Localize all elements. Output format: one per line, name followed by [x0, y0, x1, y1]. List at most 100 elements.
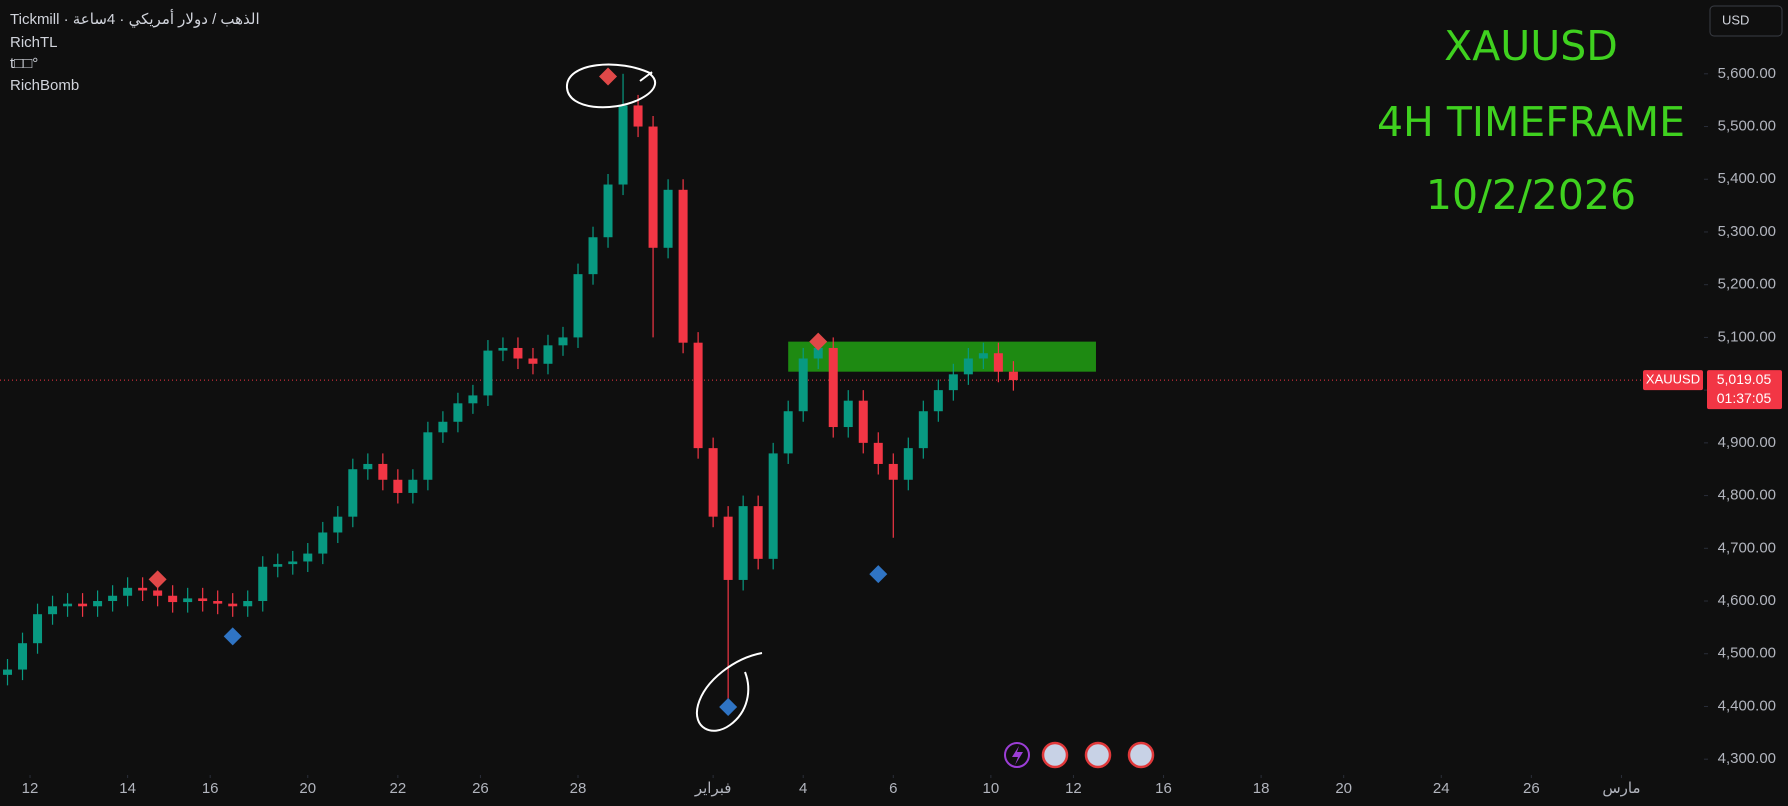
y-tick-label: 5,500.00 — [1718, 117, 1776, 134]
candle-body — [918, 411, 928, 449]
x-tick-label: 12 — [1065, 780, 1082, 797]
candle-body — [603, 184, 613, 238]
candle-body — [408, 479, 418, 493]
candle-body — [783, 411, 793, 454]
candle-body — [543, 345, 553, 364]
x-tick-label: 10 — [983, 780, 1000, 797]
candle-body — [948, 374, 958, 391]
candle-body — [753, 506, 763, 559]
candle-body — [798, 358, 808, 412]
event-icons[interactable] — [1004, 741, 1155, 769]
candle-body — [873, 442, 883, 464]
event-icon[interactable] — [1041, 741, 1069, 769]
event-icon[interactable] — [1084, 741, 1112, 769]
candle-body — [438, 421, 448, 433]
signal-marker — [223, 627, 242, 646]
y-tick-label: 5,400.00 — [1718, 170, 1776, 187]
candle-body — [138, 587, 148, 591]
candle-body — [858, 400, 868, 443]
candle-body — [693, 342, 703, 449]
candle-body — [468, 395, 478, 404]
currency-button[interactable] — [1709, 5, 1783, 37]
y-tick-label: 4,500.00 — [1718, 645, 1776, 662]
candle-body — [228, 603, 238, 607]
x-tick-label: 4 — [799, 780, 807, 797]
annotation: 10/2/2026 — [1426, 171, 1636, 219]
candle-body — [498, 347, 508, 351]
y-tick-label: 4,700.00 — [1718, 539, 1776, 556]
x-tick-label: مارس — [1602, 780, 1640, 797]
x-tick-label: 12 — [22, 780, 39, 797]
zone — [788, 341, 1096, 372]
candle-body — [3, 669, 13, 675]
last-price-label: 5,019.05 — [1717, 371, 1772, 387]
candle-body — [558, 337, 568, 346]
candle-body — [198, 598, 208, 602]
signal-marker — [719, 697, 738, 716]
candle-body — [93, 601, 103, 607]
x-tick-label: 16 — [1155, 780, 1172, 797]
candle-body — [153, 590, 163, 596]
annotation: XAUUSD — [1444, 22, 1618, 70]
candle-body — [528, 358, 538, 364]
x-tick-label: 16 — [202, 780, 219, 797]
symbol-tag-box — [1643, 370, 1703, 391]
event-icon[interactable] — [1127, 741, 1155, 769]
symbol-tag: XAUUSD — [1646, 372, 1700, 387]
candle-body — [123, 587, 133, 596]
header-line: RichBomb — [10, 77, 79, 94]
candle-body — [48, 606, 58, 615]
hand-drawn-circle — [565, 63, 657, 109]
candle-body — [423, 432, 433, 480]
candle-body — [333, 516, 343, 533]
candle-body — [663, 189, 673, 248]
candle-body — [288, 561, 298, 565]
candle-body — [903, 448, 913, 480]
candle-body — [843, 400, 853, 428]
candle-body — [168, 595, 178, 603]
candle-body — [618, 105, 628, 185]
x-tick-label: 18 — [1253, 780, 1270, 797]
signal-marker — [599, 67, 618, 86]
plot — [0, 67, 1704, 716]
y-tick-label: 5,600.00 — [1718, 65, 1776, 82]
y-tick-label: 5,300.00 — [1718, 223, 1776, 240]
candle-body — [933, 390, 943, 412]
candle-body — [213, 601, 223, 604]
signal-marker — [148, 570, 167, 589]
candle-body — [963, 358, 973, 375]
candle-body — [303, 553, 313, 562]
signal-marker — [869, 565, 888, 584]
candle-body — [483, 350, 493, 396]
x-tick-label: 26 — [1523, 780, 1540, 797]
currency-label[interactable]: USD — [1722, 12, 1749, 27]
candle-body — [453, 403, 463, 422]
candle-body — [108, 595, 118, 602]
y-tick-label: 4,300.00 — [1718, 750, 1776, 767]
candle-body — [273, 564, 283, 567]
y-tick-label: 5,200.00 — [1718, 276, 1776, 293]
candle-body — [63, 603, 73, 607]
candle-body — [633, 105, 643, 127]
annotation: 4H TIMEFRAME — [1377, 98, 1685, 146]
x-tick-label: 14 — [119, 780, 136, 797]
event-icon[interactable] — [1004, 742, 1030, 768]
candle-body — [378, 463, 388, 480]
candle-body — [588, 237, 598, 275]
x-tick-label: فبراير — [694, 780, 732, 797]
x-tick-label: 22 — [390, 780, 407, 797]
candle-body — [768, 453, 778, 559]
candle-body — [243, 601, 253, 607]
candle-body — [363, 463, 373, 470]
candle-body — [183, 598, 193, 603]
y-tick-label: 4,800.00 — [1718, 487, 1776, 504]
candle-body — [513, 347, 523, 359]
candle-body — [723, 516, 733, 580]
candle-body — [393, 479, 403, 493]
candle-body — [678, 189, 688, 343]
candle-body — [708, 448, 718, 517]
y-tick-label: 5,100.00 — [1718, 328, 1776, 345]
